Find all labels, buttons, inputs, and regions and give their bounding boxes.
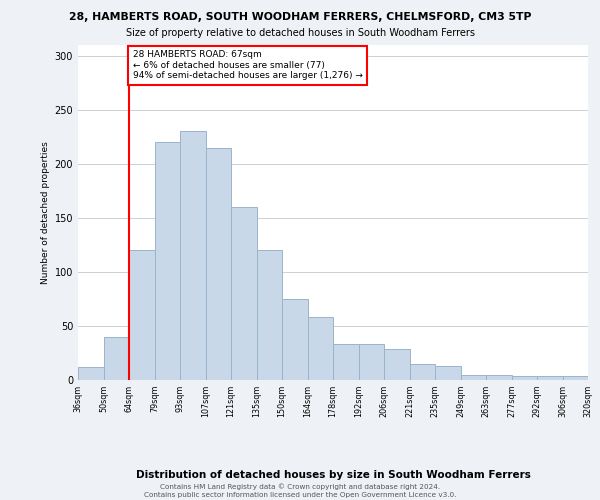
Bar [308,318,333,380]
Text: Contains HM Land Registry data © Crown copyright and database right 2024.
Contai: Contains HM Land Registry data © Crown c… [144,484,456,498]
Bar [486,374,511,380]
Text: 28 HAMBERTS ROAD: 67sqm
← 6% of detached houses are smaller (77)
94% of semi-det: 28 HAMBERTS ROAD: 67sqm ← 6% of detached… [133,50,362,80]
Bar [461,374,486,380]
Bar [563,376,588,380]
X-axis label: Distribution of detached houses by size in South Woodham Ferrers: Distribution of detached houses by size … [136,470,530,480]
Bar [104,337,129,380]
Bar [257,250,282,380]
Bar [231,207,257,380]
Bar [129,250,155,380]
Bar [359,344,384,380]
Bar [155,142,180,380]
Bar [180,132,205,380]
Bar [409,364,435,380]
Y-axis label: Number of detached properties: Number of detached properties [41,141,50,284]
Bar [205,148,231,380]
Bar [435,366,461,380]
Text: Size of property relative to detached houses in South Woodham Ferrers: Size of property relative to detached ho… [125,28,475,38]
Bar [537,376,563,380]
Bar [282,299,308,380]
Bar [511,376,537,380]
Bar [78,367,104,380]
Bar [333,344,359,380]
Bar [384,348,409,380]
Text: 28, HAMBERTS ROAD, SOUTH WOODHAM FERRERS, CHELMSFORD, CM3 5TP: 28, HAMBERTS ROAD, SOUTH WOODHAM FERRERS… [69,12,531,22]
